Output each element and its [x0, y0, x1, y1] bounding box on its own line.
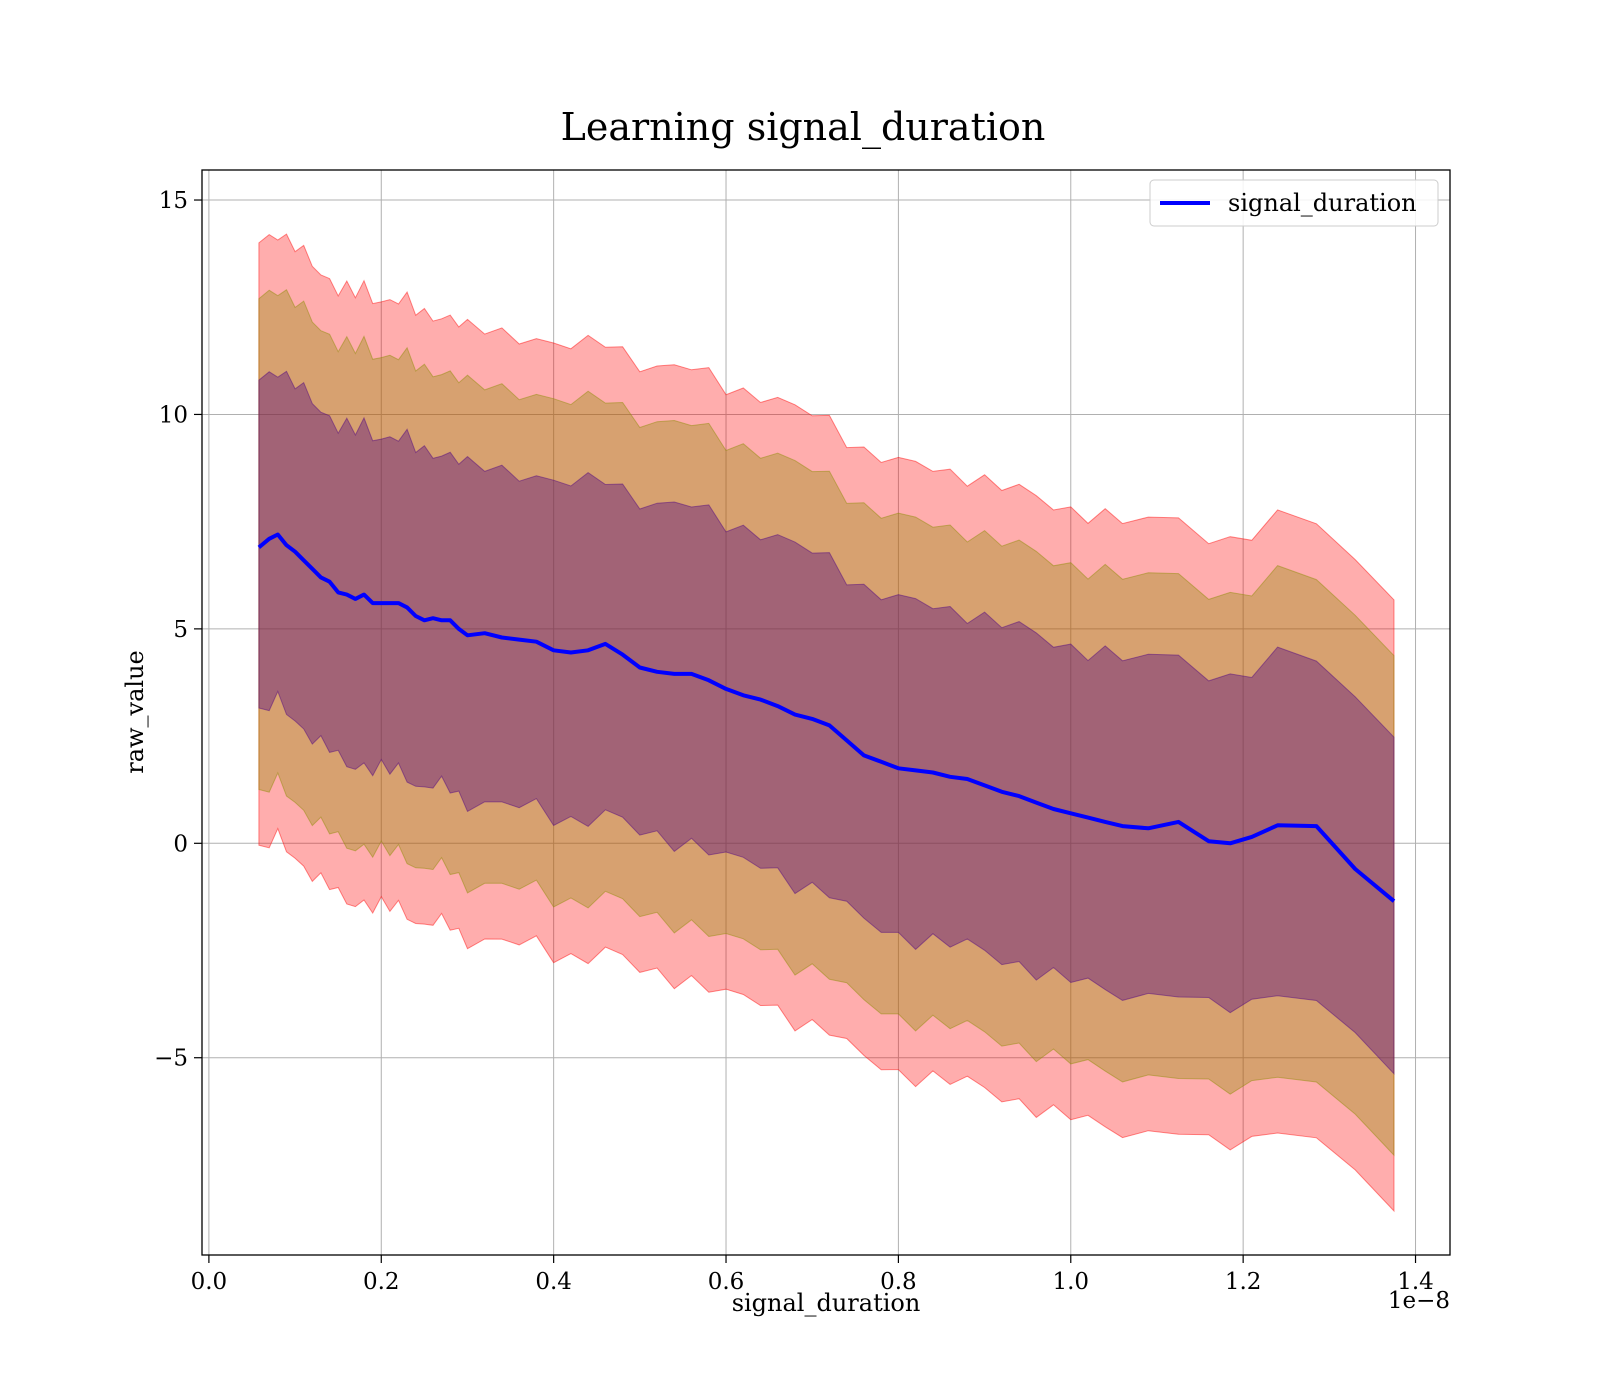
x-tick-label-6: 1.2 — [1225, 1269, 1262, 1295]
y-tick-label-1: 0 — [173, 831, 188, 857]
y-tick-label-3: 10 — [159, 402, 188, 428]
legend: signal_duration — [1149, 179, 1439, 227]
y-tick-label-0: −5 — [154, 1046, 188, 1072]
x-offset-label: 1e−8 — [1388, 1288, 1450, 1314]
grid — [202, 170, 1450, 1255]
x-tick-label-2: 0.4 — [535, 1269, 572, 1295]
x-tick-label-3: 0.6 — [708, 1269, 745, 1295]
y-axis-label: raw_value — [121, 650, 149, 774]
series-line-signal-duration — [257, 532, 1396, 903]
x-tick-label-0: 0.0 — [191, 1269, 228, 1295]
x-axis-label: signal_duration — [732, 1289, 921, 1317]
series-lines — [257, 532, 1396, 903]
y-tick-label-2: 5 — [173, 617, 188, 643]
x-tick-label-1: 0.2 — [363, 1269, 400, 1295]
x-tick-label-5: 1.0 — [1052, 1269, 1089, 1295]
x-tick-label-7: 1.4 — [1397, 1269, 1434, 1295]
legend-box — [1149, 179, 1439, 227]
y-tick-label-4: 15 — [159, 188, 188, 214]
legend-label-signal-duration: signal_duration — [1228, 189, 1417, 217]
x-tick-label-4: 0.8 — [880, 1269, 917, 1295]
chart-title: Learning signal_duration — [561, 105, 1046, 150]
ticks: 0.0 0.2 0.4 0.6 0.8 1.0 1.2 1.4 −5 0 5 10 15 — [154, 188, 1434, 1295]
plot-frame — [201, 169, 1451, 1256]
